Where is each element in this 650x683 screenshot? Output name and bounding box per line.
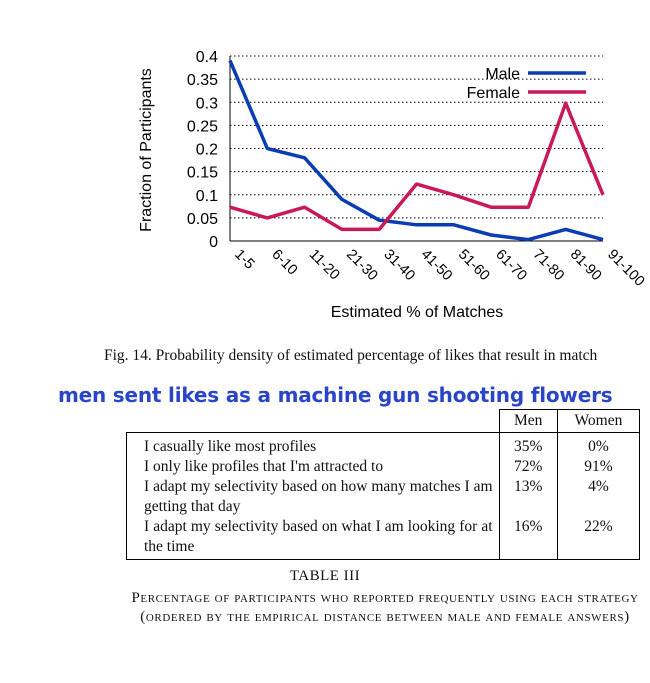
y-tick-label: 0.15 xyxy=(187,165,218,182)
table-row: I adapt my selectivity based on how many… xyxy=(126,477,641,517)
strategy-cell: I only like profiles that I'm attracted … xyxy=(126,457,500,477)
x-tick-label: 21-30 xyxy=(343,247,381,285)
y-tick-label: 0.1 xyxy=(196,188,218,205)
table-header-row: Men Women xyxy=(126,409,641,433)
header-men: Men xyxy=(498,409,558,433)
figure-caption: Fig. 14. Probability density of estimate… xyxy=(104,347,598,364)
chart-legend: Male Female xyxy=(467,66,586,102)
women-cell: 22% xyxy=(556,517,641,560)
y-axis-label: Fraction of Participants xyxy=(138,68,155,232)
table-number: TABLE III xyxy=(289,568,361,584)
strategy-cell: I casually like most profiles xyxy=(126,432,500,457)
table-row: I casually like most profiles 35% 0% xyxy=(126,432,641,457)
x-axis-label: Estimated % of Matches xyxy=(331,304,504,321)
women-cell: 4% xyxy=(556,477,641,517)
y-tick-label: 0.35 xyxy=(187,72,218,89)
x-tick-label: 61-70 xyxy=(492,247,530,285)
x-tick-labels: 1-5 6-10 11-20 21-30 31-40 41-50 51-60 61-70 71-… xyxy=(231,247,647,290)
line-chart: 0 0.05 0.1 0.15 0.2 0.25 0.3 0.35 0.4 1-5 6-10 11-… xyxy=(138,49,647,321)
y-tick-label: 0.25 xyxy=(187,118,218,135)
strategy-table: Men Women I casually like most profiles … xyxy=(126,409,641,560)
y-tick-labels: 0 0.05 0.1 0.15 0.2 0.25 0.3 0.35 0.4 xyxy=(187,49,218,251)
y-tick-label: 0.3 xyxy=(196,95,218,112)
men-cell: 13% xyxy=(498,477,558,517)
overlay-annotation: men sent likes as a machine gun shooting… xyxy=(58,383,613,407)
legend-label-male: Male xyxy=(485,66,520,83)
table-caption: Percentage of participants who reported … xyxy=(131,590,639,625)
x-tick-label: 31-40 xyxy=(380,247,418,285)
men-cell: 72% xyxy=(498,457,558,477)
x-tick-label: 81-90 xyxy=(567,247,605,285)
x-tick-label: 71-80 xyxy=(530,247,568,285)
x-tick-label: 51-60 xyxy=(455,247,493,285)
women-cell: 0% xyxy=(556,432,641,457)
x-tick-label: 1-5 xyxy=(231,247,257,273)
y-tick-label: 0.05 xyxy=(187,211,218,228)
x-tick-label: 6-10 xyxy=(268,247,300,279)
y-tick-label: 0 xyxy=(209,234,218,251)
men-cell: 35% xyxy=(498,432,558,457)
series-line-male xyxy=(228,59,604,242)
chart-grid xyxy=(229,55,603,242)
x-tick-label: 11-20 xyxy=(306,247,343,284)
x-tick-label: 91-100 xyxy=(604,247,647,290)
table-row: I adapt my selectivity based on what I a… xyxy=(126,517,641,560)
men-cell: 16% xyxy=(498,517,558,560)
women-cell: 91% xyxy=(556,457,641,477)
strategy-cell: I adapt my selectivity based on how many… xyxy=(126,477,500,517)
series-line-female xyxy=(229,101,605,232)
legend-label-female: Female xyxy=(467,85,520,102)
x-tick-label: 41-50 xyxy=(418,247,456,285)
strategy-cell: I adapt my selectivity based on what I a… xyxy=(126,517,500,560)
chart-series xyxy=(228,59,605,242)
y-tick-label: 0.2 xyxy=(196,142,218,159)
header-women: Women xyxy=(556,409,641,433)
y-tick-label: 0.4 xyxy=(196,49,218,66)
table-row: I only like profiles that I'm attracted … xyxy=(126,457,641,477)
